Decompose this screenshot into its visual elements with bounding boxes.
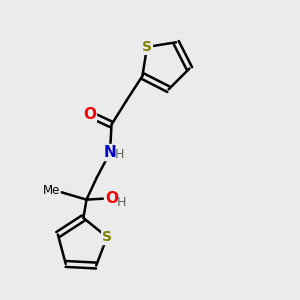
Text: Me: Me bbox=[43, 184, 60, 197]
Text: O: O bbox=[83, 107, 96, 122]
Text: N: N bbox=[104, 145, 116, 160]
Text: O: O bbox=[105, 191, 118, 206]
Text: S: S bbox=[102, 230, 112, 244]
Text: H: H bbox=[117, 196, 127, 209]
Text: H: H bbox=[115, 148, 124, 161]
Text: S: S bbox=[142, 40, 152, 54]
